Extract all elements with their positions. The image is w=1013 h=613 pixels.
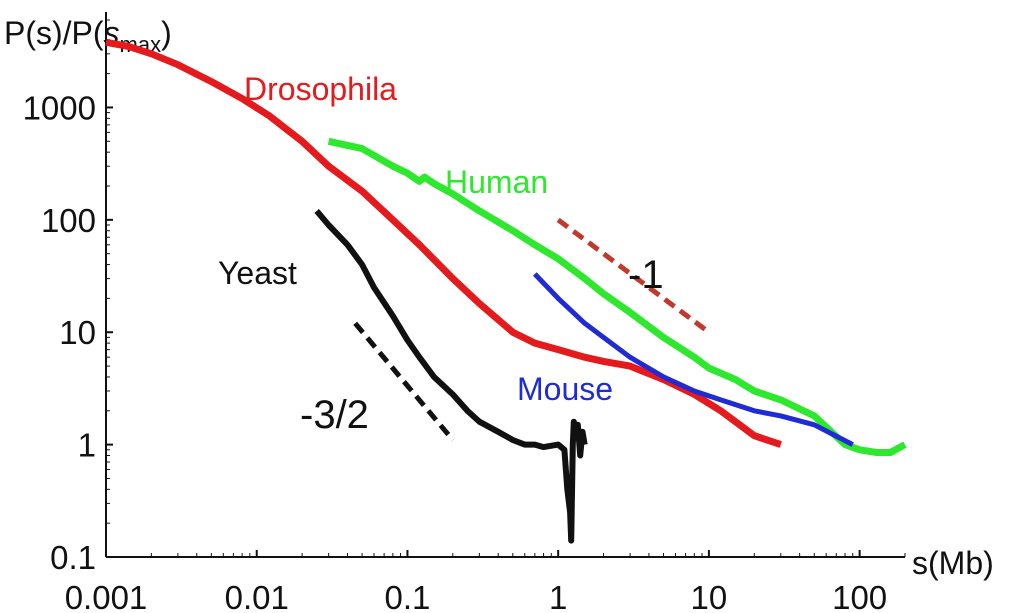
y-tick-label: 1000 — [23, 89, 96, 126]
x-tick-label: 100 — [832, 579, 887, 613]
guide-line-slope-minus-1 — [556, 217, 711, 335]
x-tick-label: 0.1 — [385, 579, 431, 613]
guide-line-slope-minus-3-2 — [353, 321, 455, 442]
y-tick-label: 0.1 — [50, 539, 96, 576]
series-line-yeast — [314, 208, 588, 544]
x-tick-label: 0.001 — [65, 579, 148, 613]
y-tick-label: 100 — [41, 202, 96, 239]
series-label-drosophila: Drosophila — [244, 71, 397, 107]
slope-label-slope-minus-3-2: -3/2 — [300, 393, 369, 437]
series-line-human — [327, 137, 907, 456]
x-tick-label: 0.01 — [225, 579, 289, 613]
x-tick-label: 1 — [549, 579, 567, 613]
y-tick-label: 10 — [59, 314, 96, 351]
y-tick-label: 1 — [78, 427, 96, 464]
slope-label-slope-minus-1: -1 — [628, 253, 664, 297]
series-label-mouse: Mouse — [517, 371, 613, 407]
series-label-human: Human — [445, 164, 548, 200]
x-axis-title: s(Mb) — [912, 545, 994, 581]
series-line-mouse — [532, 272, 854, 447]
x-tick-label: 10 — [691, 579, 728, 613]
series-label-yeast: Yeast — [218, 255, 297, 291]
